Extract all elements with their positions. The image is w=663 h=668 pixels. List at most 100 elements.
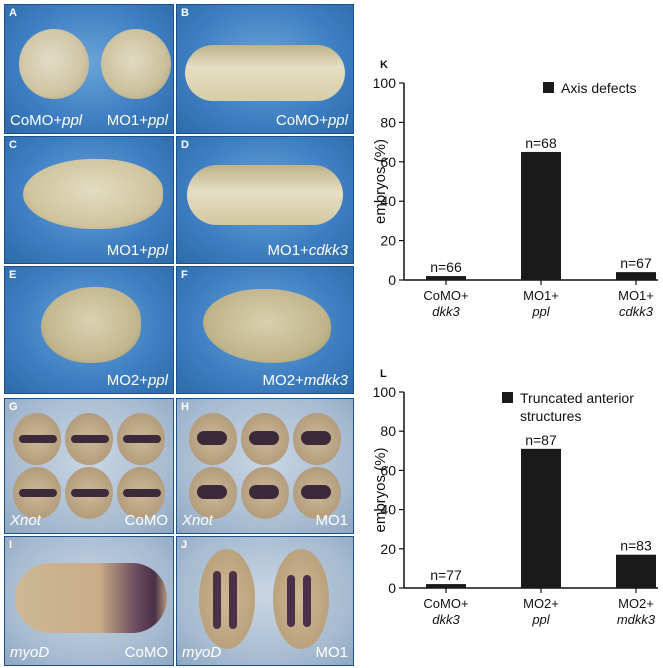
n-label: n=87 (525, 432, 557, 448)
caption-right: MO2+ppl (106, 372, 168, 389)
panel-label-b: B (181, 7, 189, 19)
panel-f: F MO2+mdkk3 (176, 266, 354, 394)
x-tick-label: CoMO+ (423, 288, 468, 303)
n-label: n=83 (620, 538, 652, 554)
panel-e: E MO2+ppl (4, 266, 174, 394)
embryo-image (65, 413, 113, 465)
y-tick-label: 60 (380, 462, 396, 478)
panel-label: K (380, 59, 388, 71)
panel-label-h: H (181, 401, 189, 413)
x-tick-label-gene: mdkk3 (617, 612, 656, 627)
embryo-image (19, 29, 89, 99)
panel-label-c: C (9, 139, 17, 151)
y-tick-label: 0 (388, 272, 396, 288)
y-tick-label: 40 (380, 193, 396, 209)
panel-j: J myoD MO1 (176, 536, 354, 666)
embryo-image (185, 45, 345, 101)
legend-label: structures (520, 408, 581, 424)
bar (616, 554, 656, 588)
y-axis-label: embryos (%) (372, 139, 389, 224)
caption-left: myoD (10, 644, 50, 661)
y-tick-label: 20 (380, 233, 396, 249)
bar (426, 276, 466, 280)
caption-right: CoMO (124, 512, 168, 529)
panel-d: D MO1+cdkk3 (176, 136, 354, 264)
caption-left: CoMO+ppl (10, 112, 83, 129)
embryo-image (13, 467, 61, 519)
panel-label: L (380, 368, 387, 380)
caption-right: MO1+cdkk3 (267, 242, 348, 259)
embryo-image (293, 467, 341, 519)
n-label: n=67 (620, 255, 652, 271)
bar (426, 584, 466, 588)
n-label: n=77 (430, 567, 462, 583)
embryo-image (117, 467, 165, 519)
embryo-image (13, 413, 61, 465)
x-tick-label: MO1+ (618, 288, 654, 303)
x-tick-label: MO2+ (618, 596, 654, 611)
y-tick-label: 80 (380, 114, 396, 130)
legend-swatch (543, 82, 554, 93)
embryo-image (293, 413, 341, 465)
embryo-image (101, 29, 171, 99)
legend-label: Truncated anterior (520, 390, 634, 406)
panel-c: C MO1+ppl (4, 136, 174, 264)
embryo-image (41, 287, 141, 363)
y-tick-label: 80 (380, 423, 396, 439)
embryo-image (273, 549, 329, 649)
legend-swatch (502, 392, 513, 403)
n-label: n=68 (525, 135, 557, 151)
panel-label-e: E (9, 269, 17, 281)
y-tick-label: 60 (380, 154, 396, 170)
caption-left: Xnot (10, 512, 41, 529)
panel-label-f: F (181, 269, 188, 281)
y-tick-label: 20 (380, 541, 396, 557)
embryo-image (199, 549, 255, 649)
panel-label-a: A (9, 7, 17, 19)
caption-right: MO2+mdkk3 (262, 372, 348, 389)
y-tick-label: 100 (373, 384, 397, 400)
y-tick-label: 100 (373, 75, 397, 91)
caption-right: CoMO (124, 644, 168, 661)
embryo-image (203, 289, 331, 363)
y-tick-label: 0 (388, 580, 396, 596)
panel-label-j: J (181, 539, 188, 551)
embryo-image (189, 413, 237, 465)
x-tick-label-gene: ppl (531, 612, 550, 627)
caption-left: myoD (182, 644, 222, 661)
panel-b: B CoMO+ppl (176, 4, 354, 134)
caption-right: MO1 (315, 644, 348, 661)
x-tick-label-gene: cdkk3 (619, 304, 654, 319)
y-tick-label: 40 (380, 502, 396, 518)
caption-right: MO1 (315, 512, 348, 529)
caption-left: Xnot (182, 512, 213, 529)
panel-i: I myoD CoMO (4, 536, 174, 666)
caption-right: MO1+ppl (106, 112, 168, 129)
embryo-image (23, 159, 163, 229)
panel-label-g: G (9, 401, 18, 413)
x-tick-label-gene: ppl (531, 304, 550, 319)
caption-right: MO1+ppl (106, 242, 168, 259)
embryo-image (241, 413, 289, 465)
y-axis-label: embryos (%) (372, 447, 389, 532)
embryo-image (187, 165, 343, 225)
bar (521, 151, 561, 280)
panel-label-d: D (181, 139, 189, 151)
panel-a: A CoMO+ppl MO1+ppl (4, 4, 174, 134)
bar (616, 272, 656, 280)
x-tick-label-gene: dkk3 (432, 304, 460, 319)
x-tick-label: CoMO+ (423, 596, 468, 611)
x-tick-label-gene: dkk3 (432, 612, 460, 627)
x-tick-label: MO2+ (523, 596, 559, 611)
embryo-image (15, 563, 167, 633)
embryo-image (241, 467, 289, 519)
n-label: n=66 (430, 259, 462, 275)
panel-label-i: I (9, 539, 13, 551)
bar (521, 448, 561, 588)
panel-h: H Xnot MO1 (176, 398, 354, 534)
embryo-image (189, 467, 237, 519)
caption-right: CoMO+ppl (275, 112, 348, 129)
embryo-image (65, 467, 113, 519)
embryo-image (117, 413, 165, 465)
